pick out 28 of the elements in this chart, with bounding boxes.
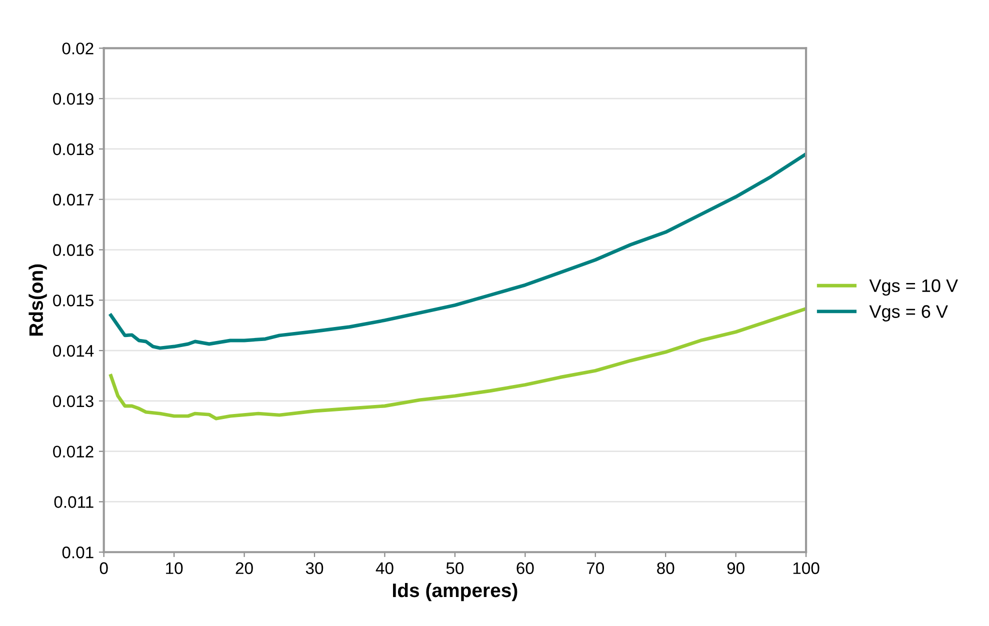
y-tick-label: 0.011: [54, 496, 94, 508]
y-tick-label: 0.017: [53, 194, 94, 206]
x-tick-label: 90: [727, 562, 744, 574]
x-tick-label: 70: [586, 562, 604, 574]
y-axis-title: Rds(on): [28, 264, 47, 336]
y-tick-label: 0.013: [53, 395, 94, 408]
y-tick-label: 0.014: [53, 344, 94, 357]
x-tick-label: 10: [166, 562, 183, 574]
x-tick-label: 50: [446, 562, 464, 574]
x-tick-label: 40: [376, 562, 394, 574]
x-tick-label: 0: [100, 562, 108, 574]
y-tick-label: 0.016: [53, 244, 94, 256]
line-series: [109, 307, 806, 420]
legend-label: Vgs = 10 V: [869, 279, 958, 296]
x-tick-label: 60: [516, 562, 534, 574]
x-tick-label: 20: [236, 562, 253, 574]
y-tick-label: 0.01: [62, 546, 94, 558]
legend-label: Vgs = 6 V: [869, 305, 948, 322]
y-tick-label: 0.012: [53, 446, 94, 458]
y-tick-label: 0.019: [53, 92, 94, 105]
line-series: [109, 152, 806, 350]
x-tick-label: 80: [657, 562, 674, 574]
x-tick-label: 30: [306, 562, 324, 574]
x-tick-label: 100: [793, 562, 820, 574]
y-tick-label: 0.015: [53, 294, 94, 306]
y-tick-label: 0.018: [53, 143, 94, 156]
x-axis-title: Ids (amperes): [393, 582, 518, 602]
y-tick-label: 0.02: [62, 42, 94, 54]
